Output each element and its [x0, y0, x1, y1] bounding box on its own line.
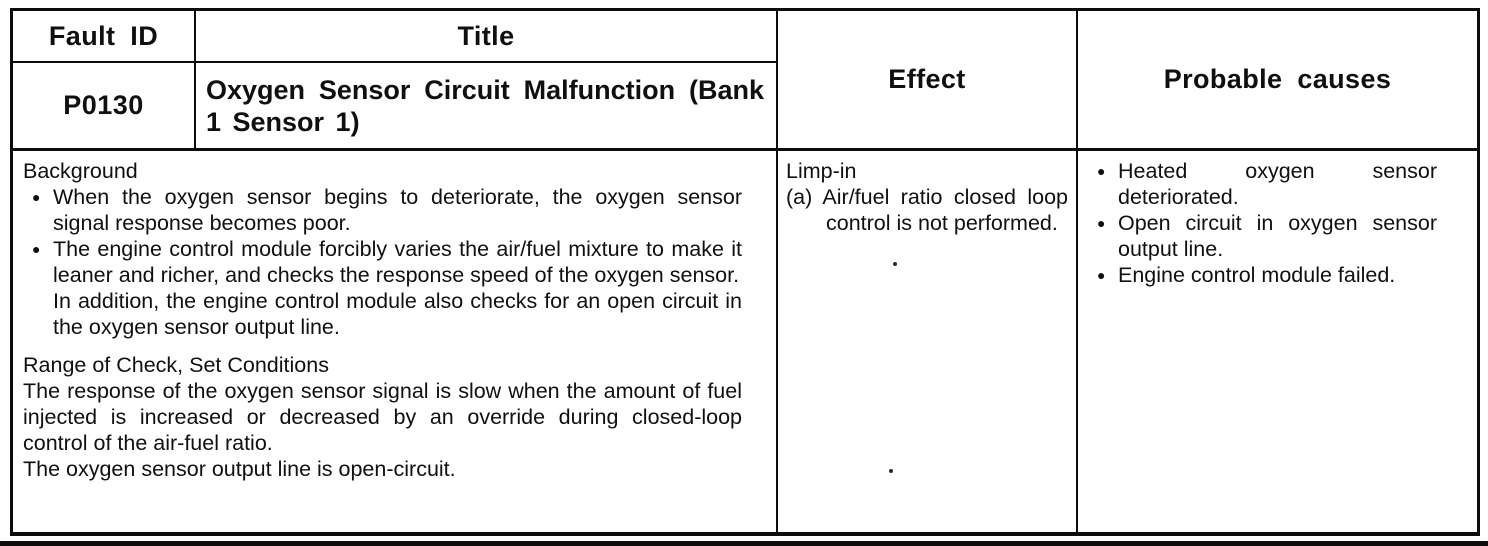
- fault-id-column-header: Fault ID: [13, 11, 196, 63]
- background-bullet-2-block: The engine control module forcibly varie…: [53, 236, 742, 340]
- effect-cell: Limp-in (a) Air/fuel ratio closed loop c…: [778, 151, 1078, 532]
- probable-cause-2-text: Open circuit in oxygen sensor output lin…: [1118, 211, 1437, 261]
- range-of-check-text-1: The response of the oxygen sensor signal…: [23, 379, 742, 455]
- bullet-icon: ●: [1097, 163, 1106, 179]
- background-bullet-2-note: In addition, the engine control module a…: [53, 289, 742, 339]
- title-column-header: Title: [196, 11, 778, 63]
- probable-cause-item: ● Heated oxygen sensor deteriorated.: [1088, 158, 1437, 210]
- fault-title-value: Oxygen Sensor Circuit Malfunction (Bank …: [206, 74, 764, 137]
- background-bullet-item: ● The engine control module forcibly var…: [23, 236, 742, 340]
- background-bullet-2-text: The engine control module forcibly varie…: [53, 237, 742, 287]
- probable-cause-1-text: Heated oxygen sensor deteriorated.: [1118, 159, 1437, 209]
- range-of-check-section: Range of Check, Set Conditions The respo…: [23, 352, 742, 482]
- background-bullet-item: ● When the oxygen sensor begins to deter…: [23, 184, 742, 236]
- description-cell: Background ● When the oxygen sensor begi…: [13, 151, 778, 532]
- effect-status: Limp-in: [786, 159, 857, 183]
- bullet-icon: ●: [32, 189, 41, 205]
- effect-detail: (a) Air/fuel ratio closed loop control i…: [786, 185, 1068, 235]
- fault-title-cell: Oxygen Sensor Circuit Malfunction (Bank …: [196, 63, 778, 151]
- fault-id-value: P0130: [13, 63, 196, 151]
- scan-speck: [889, 469, 893, 473]
- probable-cause-3-text: Engine control module failed.: [1118, 263, 1396, 287]
- bullet-icon: ●: [1097, 267, 1106, 283]
- bullet-icon: ●: [1097, 215, 1106, 231]
- probable-causes-cell: ● Heated oxygen sensor deteriorated. ● O…: [1078, 151, 1477, 532]
- probable-cause-item: ● Engine control module failed.: [1088, 262, 1437, 288]
- background-bullet-1-text: When the oxygen sensor begins to deterio…: [53, 185, 742, 235]
- page-bottom-rule: [0, 541, 1488, 546]
- range-of-check-heading: Range of Check, Set Conditions: [23, 353, 329, 377]
- effect-column-header: Effect: [778, 11, 1078, 151]
- probable-cause-item: ● Open circuit in oxygen sensor output l…: [1088, 210, 1437, 262]
- background-heading: Background: [23, 159, 138, 183]
- probable-causes-column-header: Probable causes: [1078, 11, 1477, 151]
- scan-speck: [893, 262, 897, 266]
- range-of-check-text-2: The oxygen sensor output line is open-ci…: [23, 457, 456, 481]
- bullet-icon: ●: [32, 241, 41, 257]
- fault-code-table: Fault ID Title Effect Probable causes P0…: [10, 8, 1480, 536]
